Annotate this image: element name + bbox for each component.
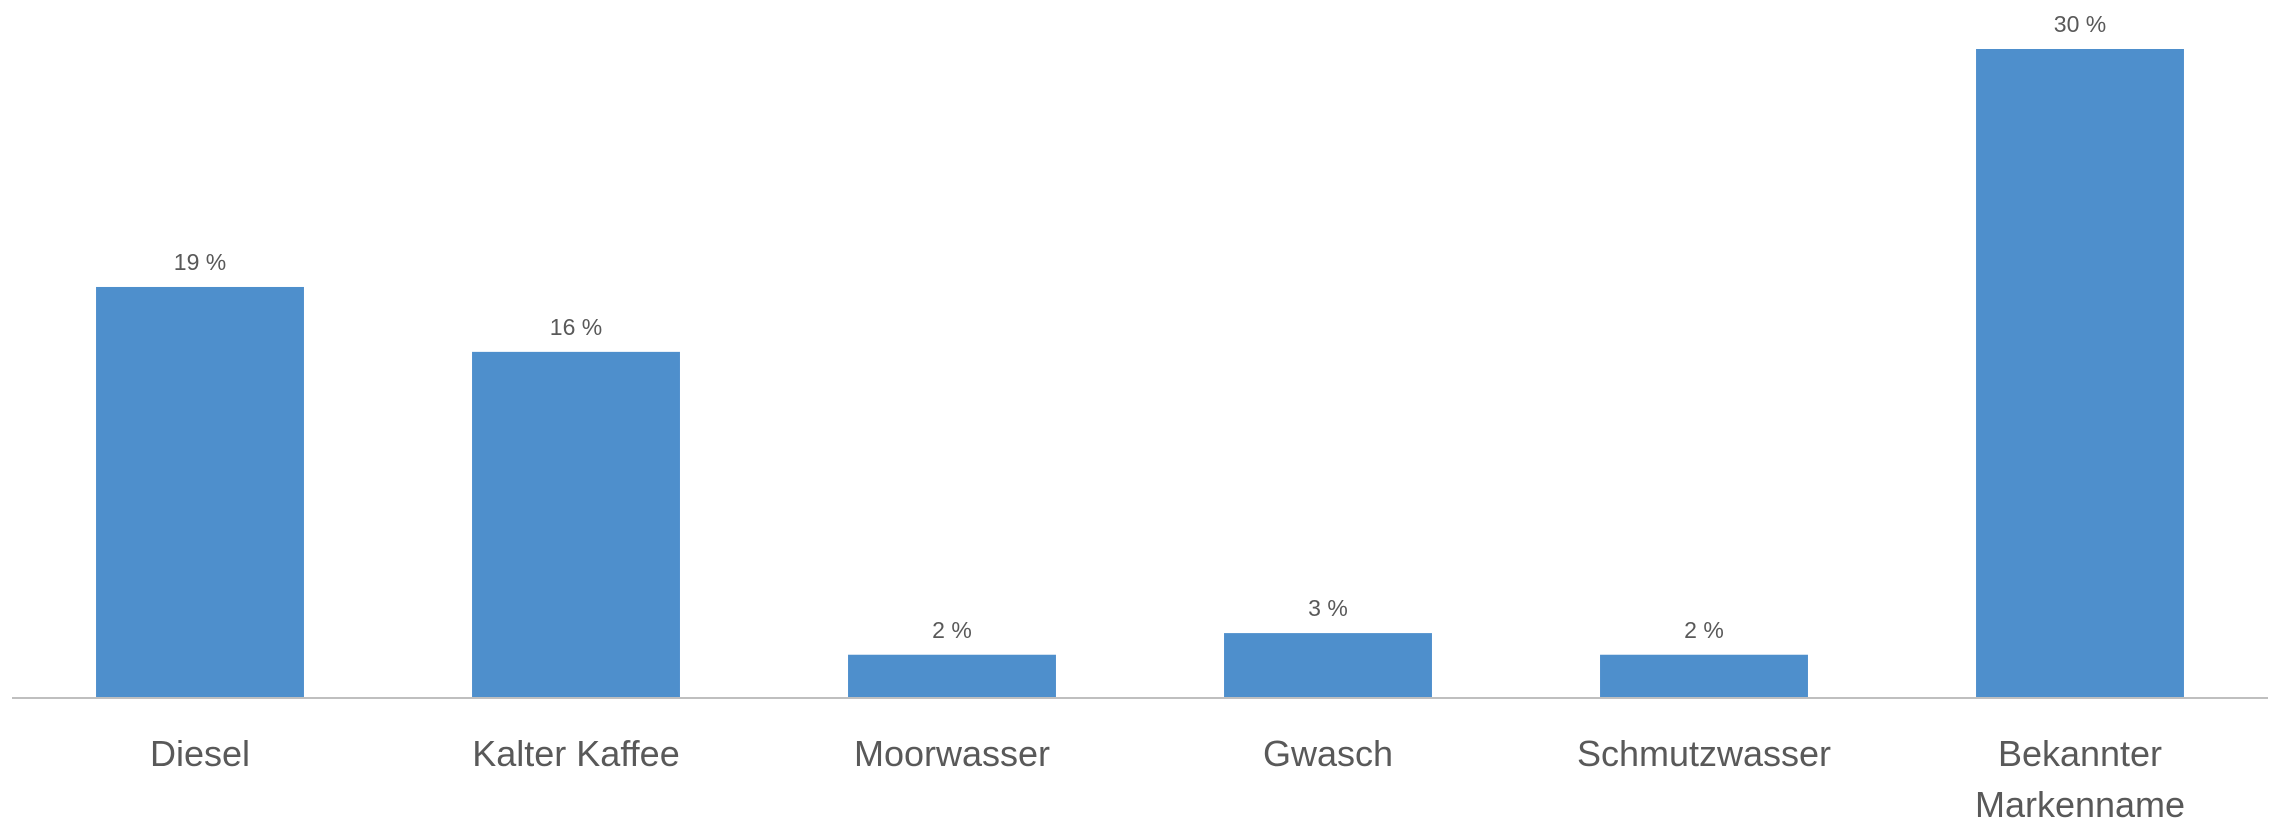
x-tick-label: Schmutzwasser xyxy=(1576,733,1832,774)
x-tick-label: Diesel xyxy=(149,733,251,774)
data-label: 3 % xyxy=(1308,595,1348,621)
bar xyxy=(1224,633,1432,698)
bar xyxy=(848,654,1056,698)
bar xyxy=(96,286,304,698)
x-tick-label: Bekannter Markenname xyxy=(1974,733,2186,823)
data-label: 16 % xyxy=(550,314,602,340)
data-label: 2 % xyxy=(1684,617,1724,643)
bar xyxy=(472,351,680,698)
data-label: 30 % xyxy=(2054,11,2106,37)
bar xyxy=(1976,49,2184,698)
data-label: 2 % xyxy=(932,617,972,643)
bar xyxy=(1600,654,1808,698)
x-tick-label: Kalter Kaffee xyxy=(472,733,680,774)
x-tick-label: Gwasch xyxy=(1262,733,1394,774)
x-tick-label: Moorwasser xyxy=(853,733,1051,774)
data-label: 19 % xyxy=(174,249,226,275)
